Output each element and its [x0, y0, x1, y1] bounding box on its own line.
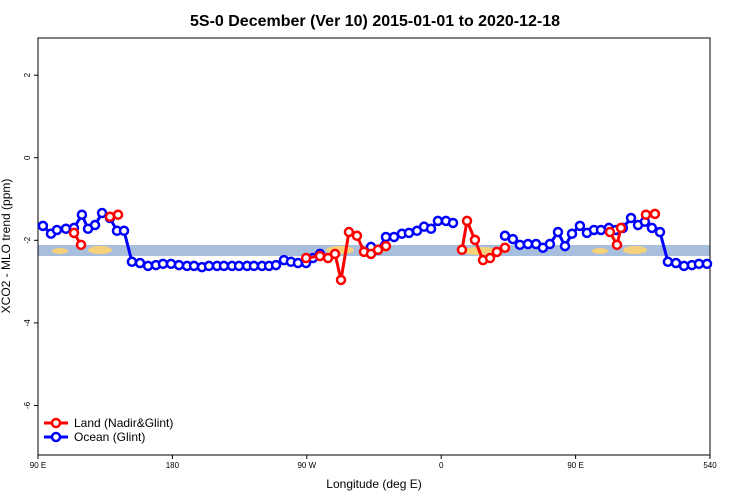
plot-frame [37, 37, 711, 456]
data-point [89, 219, 101, 231]
data-point [173, 259, 185, 271]
data-point [701, 258, 713, 270]
data-point [118, 225, 130, 237]
x-tick-label: 90 W [297, 461, 316, 470]
data-point [165, 258, 177, 270]
data-point [649, 208, 661, 220]
y-tick-label: -2 [23, 236, 32, 244]
data-point [552, 226, 564, 238]
data-point [461, 215, 473, 227]
x-axis-label: Longitude (deg E) [326, 477, 421, 491]
data-point [507, 233, 519, 245]
data-point [76, 209, 88, 220]
data-point [574, 220, 586, 232]
data-point [96, 207, 108, 219]
data-point [484, 252, 496, 264]
data-point [640, 209, 652, 220]
x-tick-label: 540 [703, 461, 717, 470]
x-tick-label: 0 [439, 461, 444, 470]
y-axis-label: XCO2 - MLO trend (ppm) [0, 179, 13, 314]
data-point [693, 258, 705, 270]
data-point [134, 257, 146, 269]
data-point [335, 274, 347, 286]
data-point [522, 238, 534, 250]
data-point [292, 257, 304, 269]
y-tick-label: -4 [23, 319, 32, 327]
data-point [625, 212, 637, 224]
legend-label: Land (Nadir&Glint) [74, 416, 173, 430]
data-point [329, 248, 341, 260]
data-point [670, 257, 682, 269]
data-point [372, 244, 384, 256]
data-point [425, 223, 437, 234]
data-point [403, 227, 415, 239]
data-point [270, 259, 282, 271]
data-point [432, 215, 444, 227]
data-point [380, 231, 392, 243]
data-point [314, 250, 326, 262]
chart-title: 5S-0 December (Ver 10) 2015-01-01 to 202… [190, 13, 560, 30]
data-point [233, 260, 245, 272]
data-point [604, 226, 616, 238]
x-tick-label: 90 E [30, 461, 46, 470]
data-point [248, 260, 260, 272]
data-point [499, 242, 511, 253]
x-tick-label: 180 [166, 461, 180, 470]
data-point [51, 224, 63, 236]
data-point [615, 222, 627, 234]
data-point [68, 227, 80, 239]
data-point [157, 258, 169, 270]
data-point [203, 260, 215, 272]
y-tick-label: 2 [23, 72, 32, 77]
y-tick-label: 0 [23, 155, 32, 160]
data-point [491, 246, 503, 258]
data-point [126, 256, 138, 268]
data-point [544, 238, 556, 250]
data-point [112, 209, 124, 220]
data-point [104, 211, 116, 223]
data-point [218, 260, 230, 272]
data-point [351, 230, 363, 242]
data-point [566, 228, 578, 239]
data-point [188, 260, 200, 272]
data-point [75, 239, 87, 251]
data-point [380, 240, 392, 252]
data-point [611, 239, 623, 251]
data-point [559, 240, 571, 252]
legend-marker [50, 431, 62, 443]
series-line [41, 210, 321, 269]
y-tick-label: -6 [23, 401, 32, 409]
data-point [447, 217, 459, 229]
legend-label: Ocean (Glint) [74, 430, 145, 444]
data-point [300, 252, 312, 264]
legend-marker [50, 417, 62, 429]
x-tick-label: 90 E [567, 461, 583, 470]
data-point [60, 223, 72, 234]
data-point [343, 226, 355, 238]
data-point [654, 226, 666, 238]
data-point [37, 220, 49, 232]
data-point [469, 234, 481, 246]
data-point [456, 244, 468, 256]
data-point [646, 222, 658, 234]
data-point [662, 256, 674, 268]
data-point [514, 239, 526, 251]
